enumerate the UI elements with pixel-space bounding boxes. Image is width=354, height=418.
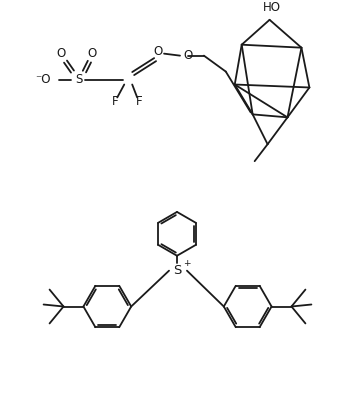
Text: F: F [112,95,119,108]
Text: O: O [154,45,163,58]
Text: ⁻O: ⁻O [35,73,51,86]
Text: HO: HO [263,1,281,14]
Text: S: S [173,264,181,277]
Text: O: O [183,49,192,62]
Text: S: S [75,73,82,86]
Text: F: F [136,95,142,108]
Text: O: O [56,47,65,60]
Text: O: O [88,47,97,60]
Text: +: + [183,259,191,268]
